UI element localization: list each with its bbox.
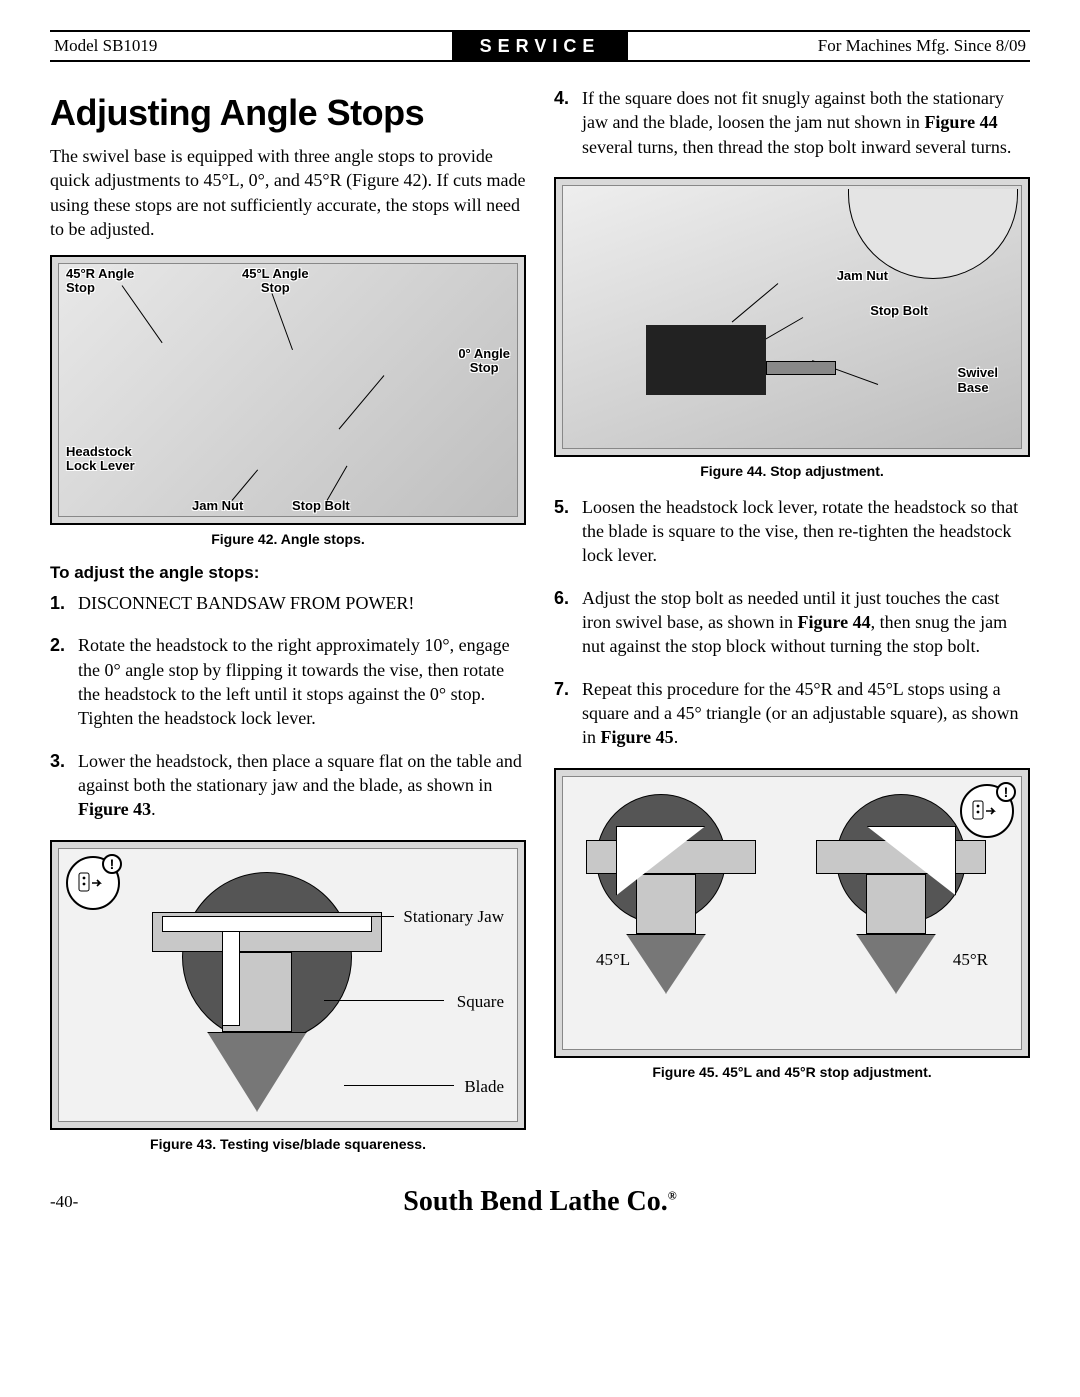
step-text: Repeat this procedure for the 45°R and 4… bbox=[582, 677, 1030, 750]
fig42-label-headlock: Headstock Lock Lever bbox=[66, 445, 135, 474]
steps-right-b: 5.Loosen the headstock lock lever, rotat… bbox=[554, 495, 1030, 750]
step-text: Loosen the headstock lock lever, rotate … bbox=[582, 495, 1030, 568]
fig43-label-sq: Square bbox=[457, 992, 504, 1012]
step-number: 7. bbox=[554, 677, 582, 750]
step-item: 3.Lower the headstock, then place a squa… bbox=[50, 749, 526, 822]
step-number: 6. bbox=[554, 586, 582, 659]
step-text: Lower the headstock, then place a square… bbox=[78, 749, 526, 822]
page-title: Adjusting Angle Stops bbox=[50, 92, 526, 134]
step-text: Rotate the headstock to the right approx… bbox=[78, 633, 526, 730]
fig45-label-r: 45°R bbox=[953, 950, 988, 970]
page-number: -40- bbox=[50, 1192, 110, 1212]
fig42-label-stopbolt: Stop Bolt bbox=[292, 499, 350, 513]
fig43-label-sj: Stationary Jaw bbox=[403, 907, 504, 927]
brand-name: South Bend Lathe Co. bbox=[403, 1186, 668, 1217]
figure-43: ! Stationary Jaw Square Blade bbox=[50, 840, 526, 1130]
fig44-label-swivel: Swivel Base bbox=[958, 366, 998, 395]
left-column: Adjusting Angle Stops The swivel base is… bbox=[50, 86, 526, 1168]
step-number: 1. bbox=[50, 591, 78, 615]
step-number: 5. bbox=[554, 495, 582, 568]
steps-left: 1.DISCONNECT BANDSAW FROM POWER!2.Rotate… bbox=[50, 591, 526, 821]
manual-page: Model SB1019 SERVICE For Machines Mfg. S… bbox=[0, 0, 1080, 1238]
fig44-label-stopbolt: Stop Bolt bbox=[870, 304, 928, 318]
fig43-label-bl: Blade bbox=[464, 1077, 504, 1097]
step-item: 2.Rotate the headstock to the right appr… bbox=[50, 633, 526, 730]
step-number: 4. bbox=[554, 86, 582, 159]
brand-footer: South Bend Lathe Co.® bbox=[110, 1186, 970, 1218]
page-footer: -40- South Bend Lathe Co.® bbox=[50, 1186, 1030, 1218]
header-bar: Model SB1019 SERVICE For Machines Mfg. S… bbox=[50, 30, 1030, 62]
fig45-label-l: 45°L bbox=[596, 950, 630, 970]
step-number: 2. bbox=[50, 633, 78, 730]
unplug-icon: ! bbox=[66, 856, 120, 910]
figure-44-caption: Figure 44. Stop adjustment. bbox=[554, 463, 1030, 479]
fig42-label-45r: 45°R Angle Stop bbox=[66, 267, 134, 296]
subheading: To adjust the angle stops: bbox=[50, 563, 526, 583]
figure-42: 45°R Angle Stop 45°L Angle Stop 0° Angle… bbox=[50, 255, 526, 525]
figure-45-caption: Figure 45. 45°L and 45°R stop adjustment… bbox=[554, 1064, 1030, 1080]
step-item: 5.Loosen the headstock lock lever, rotat… bbox=[554, 495, 1030, 568]
registered-mark: ® bbox=[668, 1188, 677, 1202]
step-text: DISCONNECT BANDSAW FROM POWER! bbox=[78, 591, 526, 615]
step-item: 4.If the square does not fit snugly agai… bbox=[554, 86, 1030, 159]
header-section: SERVICE bbox=[452, 31, 629, 62]
step-item: 1.DISCONNECT BANDSAW FROM POWER! bbox=[50, 591, 526, 615]
figure-42-caption: Figure 42. Angle stops. bbox=[50, 531, 526, 547]
fig42-label-45l: 45°L Angle Stop bbox=[242, 267, 309, 296]
two-column-layout: Adjusting Angle Stops The swivel base is… bbox=[50, 86, 1030, 1168]
figure-45: ! 45°L 45°R bbox=[554, 768, 1030, 1058]
figure-43-caption: Figure 43. Testing vise/blade squareness… bbox=[50, 1136, 526, 1152]
step-text: If the square does not fit snugly agains… bbox=[582, 86, 1030, 159]
header-model: Model SB1019 bbox=[50, 36, 452, 56]
step-text: Adjust the stop bolt as needed until it … bbox=[582, 586, 1030, 659]
fig42-label-jamnut: Jam Nut bbox=[192, 499, 243, 513]
header-mfg: For Machines Mfg. Since 8/09 bbox=[628, 36, 1030, 56]
step-item: 6.Adjust the stop bolt as needed until i… bbox=[554, 586, 1030, 659]
steps-right-a: 4.If the square does not fit snugly agai… bbox=[554, 86, 1030, 159]
right-column: 4.If the square does not fit snugly agai… bbox=[554, 86, 1030, 1168]
fig42-label-0: 0° Angle Stop bbox=[458, 347, 510, 376]
step-number: 3. bbox=[50, 749, 78, 822]
fig44-label-jamnut: Jam Nut bbox=[837, 269, 888, 283]
figure-44: Jam Nut Stop Bolt Swivel Base bbox=[554, 177, 1030, 457]
intro-paragraph: The swivel base is equipped with three a… bbox=[50, 144, 526, 241]
step-item: 7.Repeat this procedure for the 45°R and… bbox=[554, 677, 1030, 750]
unplug-icon: ! bbox=[960, 784, 1014, 838]
